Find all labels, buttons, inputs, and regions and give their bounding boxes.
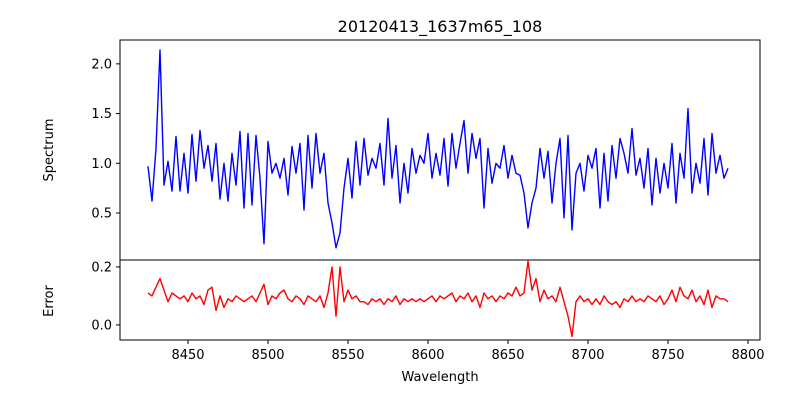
xtick-label: 8750 <box>651 348 684 363</box>
xtick-label: 8650 <box>491 348 524 363</box>
xtick-label: 8550 <box>331 348 364 363</box>
error-series-line <box>147 260 729 338</box>
spectrum-series-line <box>147 49 729 249</box>
error-ylabel: Error <box>42 285 57 317</box>
spectrum-ytick-label: 2.0 <box>91 57 112 72</box>
spectrum-ytick-label: 0.5 <box>91 206 112 221</box>
xtick-label: 8500 <box>251 348 284 363</box>
xlabel: Wavelength <box>401 370 478 385</box>
xtick-label: 8700 <box>571 348 604 363</box>
error-axes-frame <box>119 259 761 341</box>
xtick-label: 8450 <box>171 348 204 363</box>
chart-title: 20120413_1637m65_108 <box>338 17 543 37</box>
error-ytick-label: 0.0 <box>91 318 112 333</box>
xtick-label: 8800 <box>731 348 764 363</box>
error-axes: 0.0 0.2 8450 8500 8550 8600 8650 8700 8750 8800 <box>91 259 765 363</box>
spectrum-ytick-label: 1.0 <box>91 157 112 172</box>
spectrum-ylabel: Spectrum <box>42 119 57 182</box>
error-ytick-label: 0.2 <box>91 260 112 275</box>
spectrum-ytick-label: 1.5 <box>91 107 112 122</box>
xtick-label: 8600 <box>411 348 444 363</box>
